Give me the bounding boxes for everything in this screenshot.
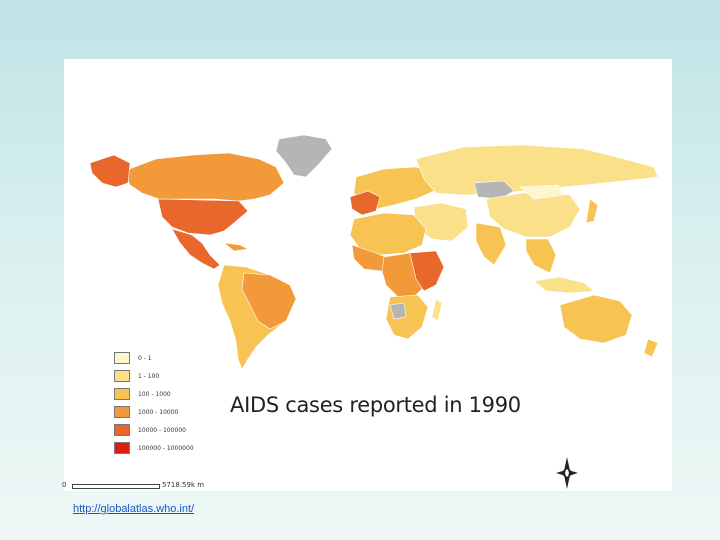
legend-swatch [114,370,130,382]
legend-item: 100 - 1000 [114,385,194,403]
legend-label: 100 - 1000 [138,390,171,398]
scale-distance-label: 5718.59k m [162,481,205,489]
legend-swatch [114,352,130,364]
region-australia [559,294,633,344]
region-india [475,222,507,266]
scale-line [72,484,160,489]
region-canada [123,152,285,202]
region-central-asia [473,180,515,200]
legend-label: 1 - 100 [138,372,160,380]
region-africa-east [409,250,445,292]
legend-label: 100000 - 1000000 [138,444,194,452]
region-mexico [171,228,221,270]
legend-label: 1000 - 10000 [138,408,179,416]
region-russia [415,144,659,196]
world-map [89,134,659,370]
region-madagascar [431,298,443,322]
legend-swatch [114,424,130,436]
region-mongolia [519,184,565,200]
region-greenland [275,134,333,178]
map-legend: 0 - 1 1 - 100 100 - 1000 1000 - 10000 10… [114,349,194,457]
region-usa [157,198,249,236]
legend-swatch [114,406,130,418]
legend-label: 0 - 1 [138,354,152,362]
legend-swatch [114,388,130,400]
region-southeast-asia [525,238,557,274]
compass-rose-icon [554,455,580,491]
region-japan [585,198,599,224]
region-africa-nodata [389,302,407,320]
legend-item: 0 - 1 [114,349,194,367]
region-indonesia [533,276,595,294]
region-africa-north [349,212,427,256]
legend-item: 1 - 100 [114,367,194,385]
legend-item: 100000 - 1000000 [114,439,194,457]
legend-item: 1000 - 10000 [114,403,194,421]
region-alaska [89,154,131,188]
map-title: AIDS cases reported in 1990 [230,393,521,417]
legend-label: 10000 - 100000 [138,426,186,434]
region-africa-south [385,294,429,340]
source-link[interactable]: http://globalatlas.who.int/ [73,503,195,515]
region-new-zealand [643,338,659,358]
legend-item: 10000 - 100000 [114,421,194,439]
map-panel: 0 - 1 1 - 100 100 - 1000 1000 - 10000 10… [62,59,672,491]
region-western-europe [349,190,381,216]
region-caribbean [222,242,249,252]
scale-zero-label: 0 [62,481,67,489]
legend-swatch [114,442,130,454]
region-brazil [241,272,297,330]
scale-bar: 0 5718.59k m [62,481,224,491]
